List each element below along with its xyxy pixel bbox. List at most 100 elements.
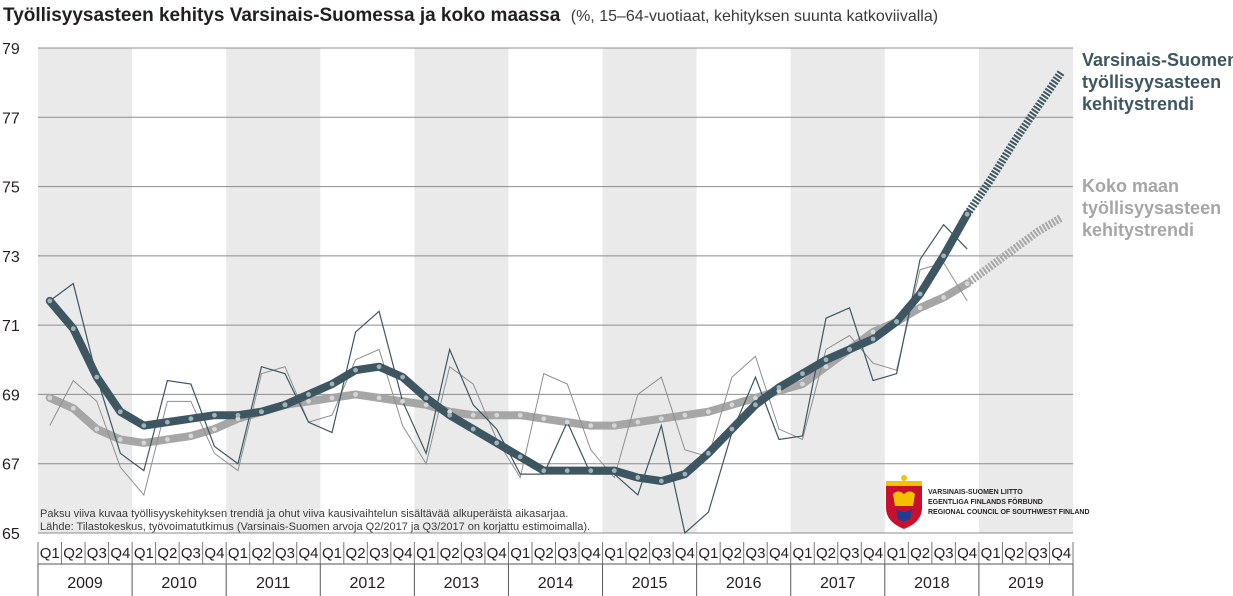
quarter-label: Q4 xyxy=(393,545,413,562)
regional-trend-point xyxy=(423,395,429,401)
regional-label-line2: työllisyysasteen xyxy=(1082,72,1221,92)
y-axis-ticks: 65 67 69 71 73 75 77 79 xyxy=(2,41,20,543)
quarter-label: Q2 xyxy=(534,545,554,562)
quarter-label: Q4 xyxy=(863,545,883,562)
series-layer xyxy=(45,70,1065,535)
regional-trend-point xyxy=(141,423,147,429)
regional-trend-point xyxy=(117,409,123,415)
quarter-label: Q4 xyxy=(204,545,224,562)
regional-trend-point xyxy=(705,450,711,456)
regional-trend-point xyxy=(611,468,617,474)
quarter-label: Q1 xyxy=(604,545,624,562)
year-band xyxy=(38,48,133,533)
national-trend-point xyxy=(306,398,311,404)
national-label-line2: työllisyysasteen xyxy=(1082,198,1221,218)
quarter-label: Q4 xyxy=(110,545,130,562)
y-tick-label: 65 xyxy=(2,526,20,543)
regional-trend-point xyxy=(400,374,406,380)
quarter-label: Q3 xyxy=(840,545,860,562)
regional-label-line3: kehitystrendi xyxy=(1082,94,1194,114)
national-trend-point xyxy=(117,437,123,442)
year-label: 2016 xyxy=(726,575,762,592)
regional-trend-point xyxy=(588,468,594,474)
regional-trend-point xyxy=(564,468,570,474)
quarter-label: Q3 xyxy=(651,545,671,562)
national-trend-point xyxy=(517,412,523,418)
quarter-label: Q4 xyxy=(299,545,319,562)
y-tick-label: 67 xyxy=(2,457,20,474)
regional-trend-point xyxy=(329,381,335,387)
regional-trend-line xyxy=(45,210,972,486)
regional-trend-point xyxy=(776,385,782,390)
regional-trend-point xyxy=(306,392,311,397)
national-trend-point xyxy=(753,395,758,401)
quarter-label: Q1 xyxy=(322,545,342,562)
quarter-label: Q2 xyxy=(816,545,836,562)
quarter-label: Q1 xyxy=(40,545,60,562)
national-trend-point xyxy=(423,402,429,408)
quarter-label: Q4 xyxy=(487,545,507,562)
chart-title: Työllisyysasteen kehitys Varsinais-Suome… xyxy=(3,5,938,26)
national-trend-point xyxy=(729,402,735,408)
year-label: 2015 xyxy=(632,575,668,592)
national-trend-point xyxy=(188,433,194,439)
regional-trend-point xyxy=(682,471,688,477)
quarter-label: Q2 xyxy=(346,545,366,562)
x-axis: Q1 Q2 Q3 Q4 Q1 Q2 Q3 Q4 Q1 Q2 Q3 Q4 Q1 Q2 Q3 Q4 Q1 Q2 Q3 Q4… xyxy=(37,542,1074,596)
national-trend-point xyxy=(682,412,688,418)
quarter-label: Q2 xyxy=(251,545,271,562)
regional-label-line1: Varsinais-Suomen xyxy=(1082,50,1233,70)
regional-trend-point xyxy=(658,478,664,484)
y-tick-label: 75 xyxy=(2,180,20,197)
logo-line2: EGENTLIGA FINLANDS FÖRBUND xyxy=(928,497,1043,506)
regional-trend-point xyxy=(870,336,876,342)
national-trend-point xyxy=(870,329,876,335)
quarter-label: Q3 xyxy=(181,545,201,562)
quarter-label: Q1 xyxy=(698,545,718,562)
national-trend-point xyxy=(541,416,547,422)
y-tick-label: 71 xyxy=(2,318,20,335)
quarter-label: Q3 xyxy=(463,545,483,562)
year-band xyxy=(790,48,885,533)
national-trend-point xyxy=(235,416,241,422)
national-series-label: Koko maan työllisyysasteen kehitystrendi xyxy=(1082,176,1221,240)
quarter-label: Q2 xyxy=(628,545,648,562)
note-line1: Paksu viiva kuvaa työllisyyskehityksen t… xyxy=(40,508,568,520)
quarter-label: Q4 xyxy=(1051,545,1071,562)
regional-trend-point xyxy=(164,419,170,425)
national-label-line3: kehitystrendi xyxy=(1082,220,1194,240)
national-trend-point xyxy=(800,381,805,387)
year-band xyxy=(414,48,509,533)
quarter-label: Q2 xyxy=(157,545,177,562)
national-trend-point xyxy=(164,437,170,442)
quarter-label: Q3 xyxy=(1028,545,1048,562)
national-trend-point xyxy=(212,426,217,432)
regional-trend-point xyxy=(917,291,923,297)
source-note: Paksu viiva kuvaa työllisyyskehityksen t… xyxy=(40,508,590,533)
quarter-label: Q3 xyxy=(934,545,954,562)
title-subtitle: (%, 15–64-vuotiaat, kehityksen suunta ka… xyxy=(571,8,938,25)
national-trend-point xyxy=(941,295,947,300)
national-trend-point xyxy=(376,395,382,401)
regional-trend-point xyxy=(212,412,217,418)
national-trend-point xyxy=(141,440,147,446)
quarter-label: Q4 xyxy=(957,545,977,562)
gridlines xyxy=(38,47,1073,534)
year-band xyxy=(226,48,321,533)
quarter-label: Q4 xyxy=(581,545,601,562)
regional-trend-point xyxy=(47,298,53,304)
national-trend-point xyxy=(611,423,617,429)
national-raw-line xyxy=(49,262,968,496)
year-band xyxy=(602,48,697,533)
quarter-label: Q2 xyxy=(1004,545,1024,562)
regional-trend-point xyxy=(235,412,241,418)
logo-line1: VARSINAIS-SUOMEN LIITTO xyxy=(928,489,1023,496)
regional-trend-point xyxy=(847,346,852,352)
regional-series-label: Varsinais-Suomen työllisyysasteen kehity… xyxy=(1082,50,1233,114)
year-label: 2011 xyxy=(256,575,291,592)
national-trend-point xyxy=(564,419,570,425)
y-tick-label: 73 xyxy=(2,249,20,266)
quarter-label: Q2 xyxy=(63,545,83,562)
regional-trend-point xyxy=(470,426,476,432)
